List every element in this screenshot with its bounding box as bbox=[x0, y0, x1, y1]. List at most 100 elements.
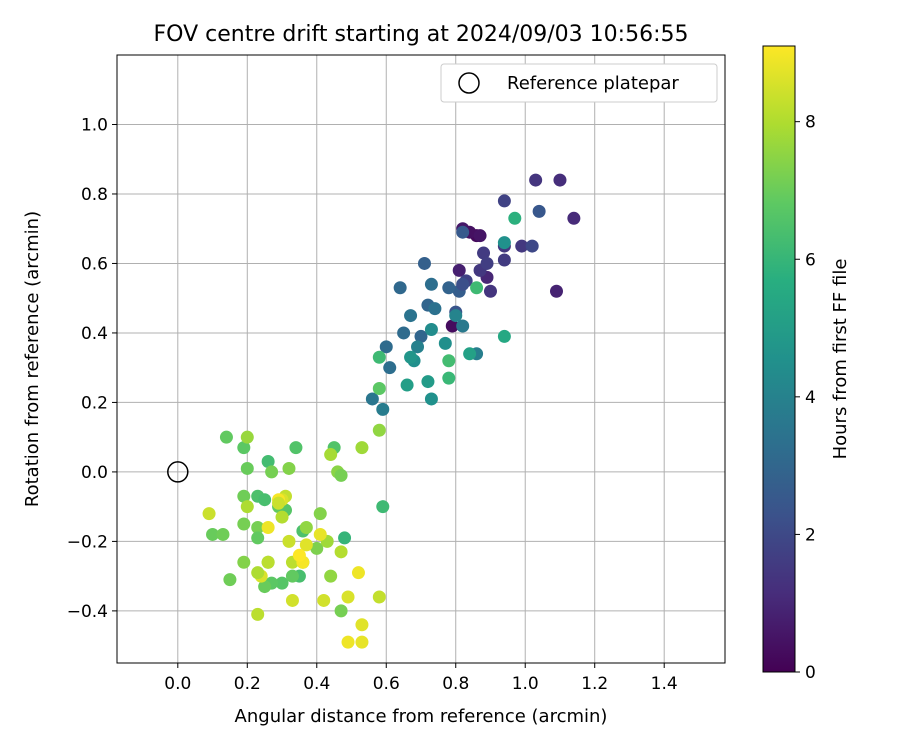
data-point bbox=[251, 607, 265, 621]
data-point bbox=[529, 173, 543, 187]
colorbar-tick-label: 2 bbox=[805, 525, 816, 545]
data-point bbox=[355, 618, 369, 632]
data-point bbox=[206, 527, 220, 541]
colorbar-tick-label: 6 bbox=[805, 250, 816, 270]
data-point bbox=[265, 465, 279, 479]
data-point bbox=[223, 573, 237, 587]
data-point bbox=[515, 239, 529, 253]
data-point bbox=[456, 225, 470, 239]
data-points bbox=[167, 173, 581, 649]
data-point bbox=[282, 461, 296, 475]
data-point bbox=[261, 555, 275, 569]
x-tick-label: 1.4 bbox=[651, 674, 678, 694]
data-point bbox=[240, 430, 254, 444]
data-point bbox=[424, 322, 438, 336]
data-point bbox=[313, 527, 327, 541]
data-point bbox=[442, 281, 456, 295]
data-point bbox=[324, 569, 338, 583]
y-axis-ticks: −0.4 −0.2 0.0 0.2 0.4 0.6 0.8 1.0 bbox=[67, 115, 117, 622]
y-tick-label: 0.2 bbox=[81, 393, 108, 413]
data-point bbox=[383, 361, 397, 375]
legend-label-reference: Reference platepar bbox=[507, 73, 679, 94]
data-point bbox=[497, 253, 511, 267]
data-point bbox=[470, 281, 484, 295]
y-tick-label: 0.8 bbox=[81, 185, 108, 205]
data-point bbox=[497, 236, 511, 250]
data-point bbox=[202, 507, 216, 521]
data-point bbox=[261, 521, 275, 535]
data-point bbox=[404, 309, 418, 323]
data-point bbox=[445, 319, 459, 333]
colorbar: 0 2 4 6 8 Hours from first FF file bbox=[762, 45, 851, 683]
data-point bbox=[324, 448, 338, 462]
data-point bbox=[497, 194, 511, 208]
data-point bbox=[334, 545, 348, 559]
data-point bbox=[456, 277, 470, 291]
data-point bbox=[376, 402, 390, 416]
data-point bbox=[313, 507, 327, 521]
data-point bbox=[508, 211, 522, 225]
data-point bbox=[341, 635, 355, 649]
x-axis-ticks: 0.0 0.2 0.4 0.6 0.8 1.0 1.2 1.4 bbox=[164, 663, 678, 694]
data-point bbox=[424, 277, 438, 291]
data-point bbox=[289, 441, 303, 455]
data-point bbox=[424, 392, 438, 406]
data-point bbox=[442, 354, 456, 368]
data-point bbox=[317, 593, 331, 607]
data-point bbox=[449, 309, 463, 323]
data-point bbox=[567, 211, 581, 225]
data-point bbox=[240, 461, 254, 475]
data-point bbox=[338, 531, 352, 545]
data-point bbox=[258, 493, 272, 507]
data-point bbox=[334, 468, 348, 482]
y-axis-label: Rotation from reference (arcmin) bbox=[22, 211, 43, 507]
colorbar-tick-label: 0 bbox=[805, 663, 816, 683]
data-point bbox=[414, 329, 428, 343]
data-point bbox=[285, 593, 299, 607]
data-point bbox=[393, 281, 407, 295]
data-point bbox=[251, 531, 265, 545]
data-point bbox=[334, 604, 348, 618]
x-tick-label: 0.6 bbox=[373, 674, 400, 694]
data-point bbox=[237, 555, 251, 569]
grid bbox=[117, 55, 725, 663]
data-point bbox=[258, 580, 272, 594]
plot-area bbox=[116, 54, 726, 664]
data-point bbox=[400, 378, 414, 392]
data-point bbox=[285, 569, 299, 583]
data-point bbox=[237, 517, 251, 531]
data-point bbox=[417, 256, 431, 270]
data-point bbox=[483, 284, 497, 298]
data-point bbox=[355, 441, 369, 455]
data-point bbox=[379, 340, 393, 354]
data-point bbox=[219, 430, 233, 444]
colorbar-tick-label: 4 bbox=[805, 388, 816, 408]
data-point bbox=[438, 336, 452, 350]
data-point bbox=[549, 284, 563, 298]
data-point bbox=[497, 329, 511, 343]
data-point bbox=[251, 566, 265, 580]
legend-box bbox=[440, 63, 718, 103]
data-point bbox=[372, 382, 386, 396]
x-tick-label: 1.2 bbox=[581, 674, 608, 694]
data-point bbox=[237, 489, 251, 503]
colorbar-label: Hours from first FF file bbox=[830, 259, 851, 460]
data-point bbox=[275, 510, 289, 524]
y-tick-label: 0.4 bbox=[81, 324, 108, 344]
data-point bbox=[477, 246, 491, 260]
data-point bbox=[351, 566, 365, 580]
data-point bbox=[372, 590, 386, 604]
data-point bbox=[355, 635, 369, 649]
data-point bbox=[456, 319, 470, 333]
data-point bbox=[261, 454, 275, 468]
data-point bbox=[341, 590, 355, 604]
data-point bbox=[372, 423, 386, 437]
x-tick-label: 0.0 bbox=[164, 674, 191, 694]
data-point bbox=[372, 350, 386, 364]
data-point bbox=[463, 347, 477, 361]
colorbar-tick-label: 8 bbox=[805, 113, 816, 133]
data-point bbox=[237, 441, 251, 455]
x-tick-label: 0.4 bbox=[303, 674, 330, 694]
x-tick-label: 0.8 bbox=[442, 674, 469, 694]
